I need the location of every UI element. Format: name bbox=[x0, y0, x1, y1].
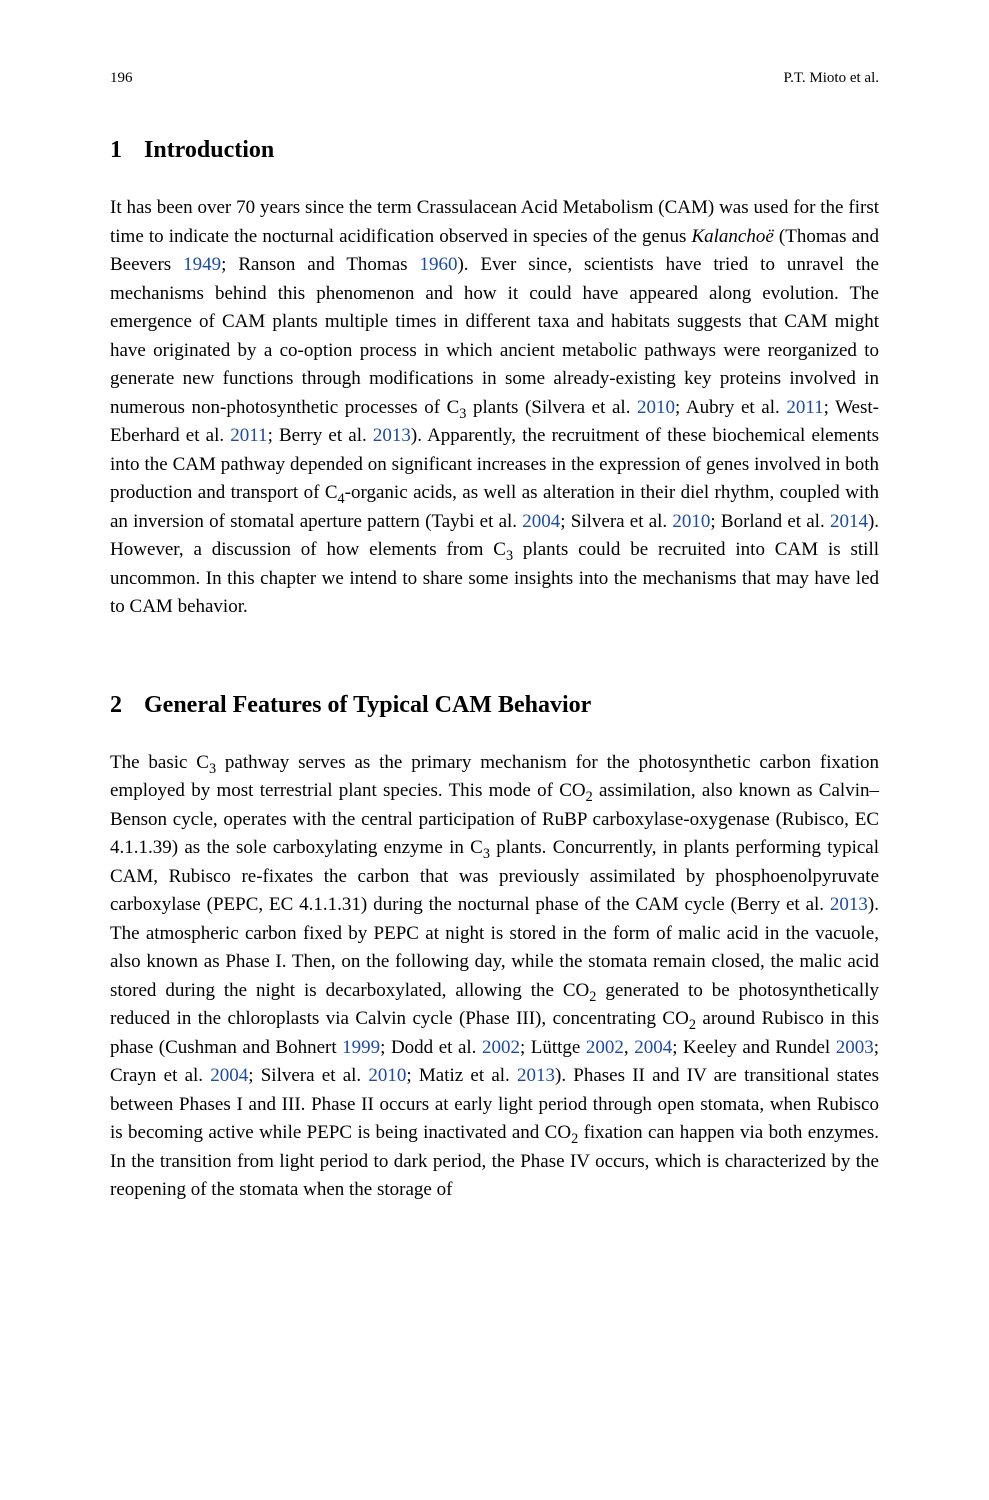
text-span: ). Ever since, scientists have tried to … bbox=[110, 254, 879, 418]
text-span: ; Matiz et al. bbox=[406, 1065, 517, 1086]
subscript: 2 bbox=[586, 789, 593, 805]
text-span: ; Berry et al. bbox=[268, 425, 373, 446]
citation-link[interactable]: 2013 bbox=[830, 894, 868, 915]
citation-link[interactable]: 1949 bbox=[183, 254, 221, 275]
text-span: ; Keeley and Rundel bbox=[672, 1037, 836, 1058]
subscript: 3 bbox=[506, 548, 513, 564]
subscript: 4 bbox=[338, 491, 345, 507]
citation-link[interactable]: 2004 bbox=[634, 1037, 672, 1058]
text-span: , bbox=[624, 1037, 634, 1058]
page-number: 196 bbox=[110, 70, 133, 87]
section-2-number: 2 bbox=[110, 692, 122, 719]
citation-link[interactable]: 2010 bbox=[368, 1065, 406, 1086]
citation-link[interactable]: 2002 bbox=[586, 1037, 624, 1058]
text-span: ; Ranson and Thomas bbox=[221, 254, 419, 275]
section-2-paragraph: The basic C3 pathway serves as the prima… bbox=[110, 749, 879, 1205]
section-1-number: 1 bbox=[110, 137, 122, 164]
subscript: 3 bbox=[483, 846, 490, 862]
text-span: ; Dodd et al. bbox=[380, 1037, 482, 1058]
citation-link[interactable]: 1999 bbox=[342, 1037, 380, 1058]
subscript: 2 bbox=[689, 1017, 696, 1033]
section-2-title: General Features of Typical CAM Behavior bbox=[144, 692, 591, 718]
text-span: ; Borland et al. bbox=[710, 511, 830, 532]
citation-link[interactable]: 2010 bbox=[637, 397, 675, 418]
citation-link[interactable]: 2004 bbox=[522, 511, 560, 532]
text-span: The basic C bbox=[110, 752, 209, 773]
citation-link[interactable]: 2013 bbox=[517, 1065, 555, 1086]
section-1-paragraph: It has been over 70 years since the term… bbox=[110, 194, 879, 622]
citation-link[interactable]: 2004 bbox=[210, 1065, 248, 1086]
section-2-heading: 2 General Features of Typical CAM Behavio… bbox=[110, 692, 879, 719]
text-span: ; Silvera et al. bbox=[560, 511, 672, 532]
text-span: ; Aubry et al. bbox=[675, 397, 786, 418]
section-1-heading: 1 Introduction bbox=[110, 137, 879, 164]
text-span: plants (Silvera et al. bbox=[466, 397, 637, 418]
text-span: ; Silvera et al. bbox=[248, 1065, 368, 1086]
citation-link[interactable]: 1960 bbox=[419, 254, 457, 275]
citation-link[interactable]: 2010 bbox=[672, 511, 710, 532]
citation-link[interactable]: 2002 bbox=[482, 1037, 520, 1058]
text-italic: Kalanchoë bbox=[691, 226, 773, 247]
authors-text: P.T. Mioto et al. bbox=[783, 70, 879, 87]
subscript: 3 bbox=[209, 760, 216, 776]
citation-link[interactable]: 2013 bbox=[373, 425, 411, 446]
citation-link[interactable]: 2003 bbox=[836, 1037, 874, 1058]
text-span: ; Lüttge bbox=[520, 1037, 586, 1058]
citation-link[interactable]: 2011 bbox=[786, 397, 823, 418]
citation-link[interactable]: 2014 bbox=[830, 511, 868, 532]
citation-link[interactable]: 2011 bbox=[230, 425, 267, 446]
section-1-title: Introduction bbox=[144, 137, 274, 163]
page-header: 196 P.T. Mioto et al. bbox=[110, 70, 879, 87]
